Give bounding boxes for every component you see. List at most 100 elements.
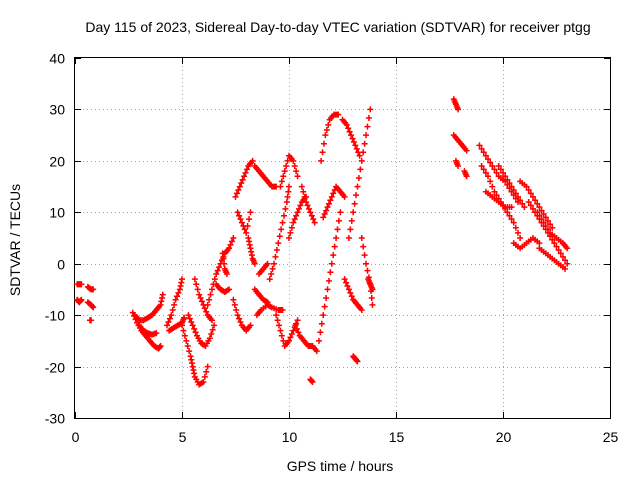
data-point xyxy=(295,329,302,336)
data-point xyxy=(325,121,332,128)
data-point xyxy=(344,283,351,289)
data-point xyxy=(283,199,290,205)
data-point xyxy=(343,279,350,286)
data-series-s47 xyxy=(482,188,515,211)
data-point xyxy=(540,219,547,226)
data-point xyxy=(227,241,234,248)
data-series-s24 xyxy=(256,260,271,277)
data-marks xyxy=(74,96,571,388)
data-point xyxy=(243,229,250,236)
data-series-s9 xyxy=(164,276,185,329)
data-point xyxy=(273,312,280,319)
data-point xyxy=(358,157,365,164)
data-point xyxy=(287,229,294,236)
x-tick-label: 10 xyxy=(282,429,298,445)
data-point xyxy=(365,115,372,121)
data-point xyxy=(485,156,492,163)
data-point xyxy=(181,314,188,321)
data-series-s41 xyxy=(450,96,462,113)
data-point xyxy=(489,163,496,169)
data-point xyxy=(174,293,181,300)
data-point xyxy=(478,145,485,152)
data-point xyxy=(536,204,543,211)
grid-lines xyxy=(75,58,610,418)
data-point xyxy=(491,188,498,195)
data-point xyxy=(194,286,201,293)
data-point xyxy=(497,166,504,173)
data-point xyxy=(221,260,228,267)
data-point xyxy=(319,149,326,156)
data-point xyxy=(237,319,244,325)
data-point xyxy=(290,327,297,334)
data-point xyxy=(281,168,288,175)
data-point xyxy=(192,329,199,336)
y-tick-label: -20 xyxy=(45,360,65,376)
data-series-s22 xyxy=(253,301,286,319)
data-series-s25 xyxy=(266,183,292,283)
data-point xyxy=(349,135,356,142)
data-point xyxy=(233,307,240,313)
data-point xyxy=(197,295,204,301)
data-point xyxy=(181,332,188,339)
data-point xyxy=(207,291,214,298)
data-point xyxy=(189,322,196,329)
data-point xyxy=(292,322,299,329)
data-point xyxy=(482,152,489,159)
data-point xyxy=(307,209,314,216)
data-point xyxy=(153,330,160,337)
data-series-s4 xyxy=(84,299,97,311)
data-point xyxy=(517,235,524,241)
data-point xyxy=(324,204,331,211)
data-point xyxy=(243,166,250,173)
data-series-s3 xyxy=(84,283,97,293)
data-point xyxy=(538,216,545,223)
data-point xyxy=(508,216,515,223)
data-point xyxy=(290,157,297,164)
data-point xyxy=(564,245,571,252)
data-point xyxy=(480,166,487,173)
data-point xyxy=(185,312,192,319)
data-point xyxy=(201,305,208,312)
data-point xyxy=(266,276,273,283)
data-point xyxy=(523,183,530,190)
data-point xyxy=(208,331,215,337)
data-point xyxy=(487,159,494,166)
data-point xyxy=(244,223,251,229)
data-series-s30 xyxy=(298,183,318,226)
data-series-s26 xyxy=(277,152,301,190)
data-series-s1 xyxy=(74,281,85,288)
data-point xyxy=(287,334,294,341)
data-series-s48 xyxy=(495,163,528,211)
data-point xyxy=(527,202,534,209)
data-point xyxy=(529,193,536,200)
data-point xyxy=(476,142,483,149)
data-point xyxy=(269,265,276,272)
data-point xyxy=(495,163,502,169)
data-point xyxy=(211,322,218,329)
data-point xyxy=(165,319,172,325)
data-point xyxy=(351,200,358,207)
y-tick-label: 10 xyxy=(49,205,65,221)
data-point xyxy=(223,271,230,277)
axis-ticks: 0 5 10 15 20 25 -30 -20 -10 0 10 20 30 40 xyxy=(45,51,619,446)
data-point xyxy=(305,205,312,212)
data-point xyxy=(328,260,335,267)
data-point xyxy=(235,187,242,193)
x-axis-label: GPS time / hours xyxy=(287,458,394,474)
data-point xyxy=(489,183,496,190)
data-point xyxy=(536,240,543,247)
data-point xyxy=(278,332,285,339)
data-point xyxy=(323,207,330,214)
data-point xyxy=(463,147,470,154)
data-series-s38 xyxy=(350,353,361,365)
data-series-s5 xyxy=(86,317,95,324)
data-point xyxy=(286,235,292,241)
data-point xyxy=(363,132,370,139)
data-point xyxy=(463,173,470,180)
data-point xyxy=(341,276,348,283)
data-point xyxy=(226,286,233,293)
data-point xyxy=(320,312,327,319)
data-point xyxy=(242,169,249,176)
data-point xyxy=(369,301,376,308)
data-point xyxy=(204,301,211,308)
